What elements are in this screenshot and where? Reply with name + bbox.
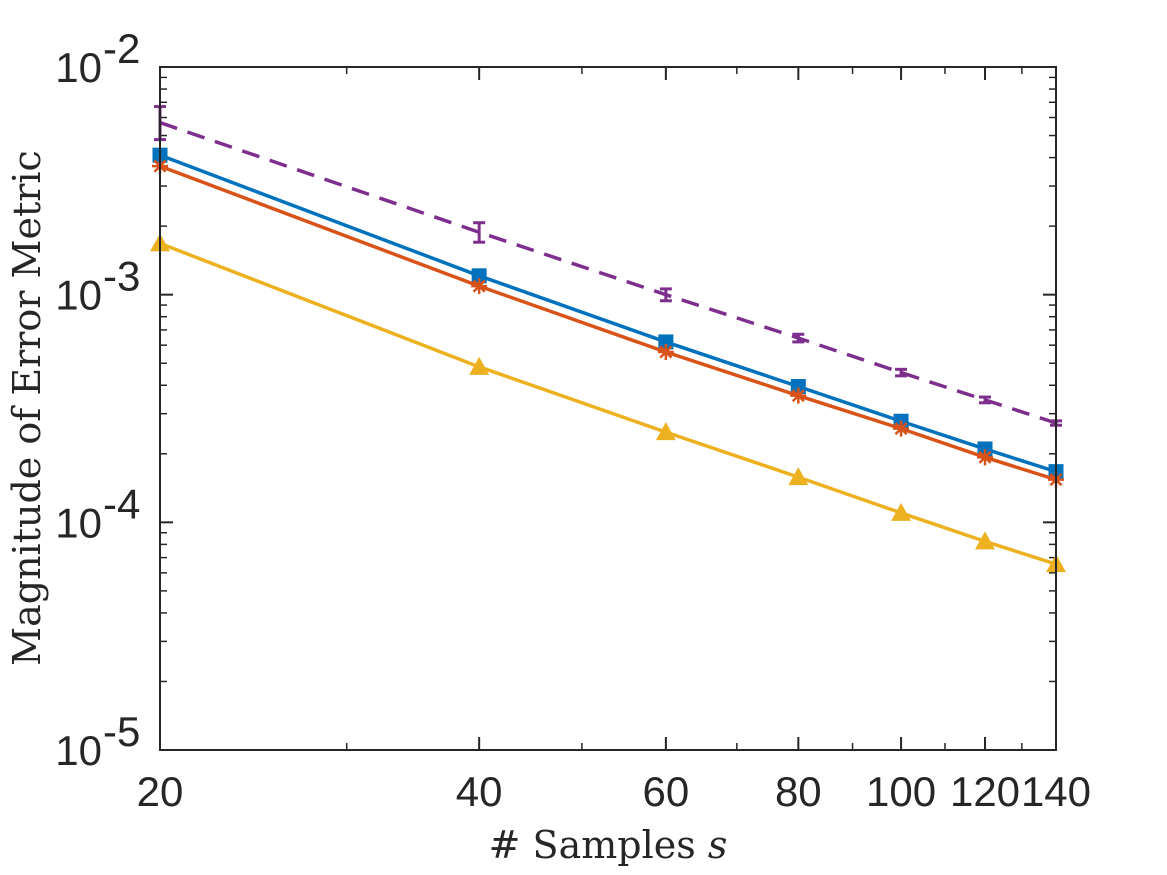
y-tick-labels: 10-210-310-410-5 — [55, 25, 140, 774]
y-tick-exponent: -4 — [103, 480, 140, 527]
x-axis-title-var: s — [708, 823, 728, 867]
x-axis-title: # Samples s — [489, 823, 728, 867]
series-3-marker — [788, 467, 809, 486]
y-axis-title: Magnitude of Error Metric — [5, 150, 49, 666]
series-2-marker — [790, 387, 807, 404]
y-tick-label: 10 — [55, 727, 102, 774]
y-tick-exponent: -2 — [103, 25, 140, 72]
series-3-marker — [469, 356, 490, 375]
y-tick-base: 10 — [55, 499, 102, 546]
y-tick-exponent: -5 — [103, 708, 140, 755]
x-tick-label: 120 — [950, 768, 1020, 815]
y-tick-base: 10 — [55, 44, 102, 91]
x-tick-label: 20 — [137, 768, 184, 815]
series-3-marker — [655, 422, 676, 441]
x-tick-label: 100 — [866, 768, 936, 815]
x-tick-label: 140 — [1021, 768, 1091, 815]
y-tick-base: 10 — [55, 727, 102, 774]
series-3-marker — [891, 502, 912, 521]
series-2-marker — [471, 278, 488, 295]
x-tick-label: 60 — [642, 768, 689, 815]
series-1 — [152, 147, 1064, 480]
axes-box — [159, 66, 1057, 751]
y-tick-exponent: -3 — [103, 253, 140, 300]
x-tick-labels: 20 40 60 80 100 120 140 — [137, 768, 1091, 815]
y-tick-label: 10 — [55, 499, 102, 546]
x-tick-label: 40 — [456, 768, 503, 815]
series-2-marker — [893, 420, 910, 437]
y-tick-label: 10 — [55, 272, 102, 319]
y-tick-label: 10 — [55, 44, 102, 91]
x-axis-title-text: # Samples — [489, 823, 696, 867]
series-2-marker — [657, 343, 674, 360]
series-3-marker — [975, 531, 996, 550]
y-tick-base: 10 — [55, 272, 102, 319]
series-2-marker — [977, 449, 994, 466]
x-tick-label: 80 — [775, 768, 822, 815]
